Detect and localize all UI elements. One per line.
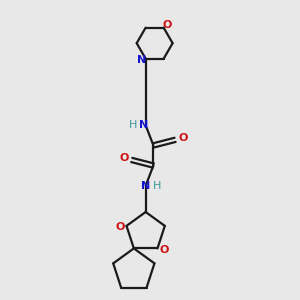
Text: O: O <box>160 245 169 255</box>
Text: N: N <box>140 120 149 130</box>
Text: N: N <box>137 55 147 65</box>
Text: O: O <box>119 153 129 164</box>
Text: O: O <box>115 222 124 233</box>
Text: H: H <box>129 120 137 130</box>
Text: H: H <box>153 181 162 191</box>
Text: O: O <box>178 133 188 143</box>
Text: N: N <box>141 181 150 191</box>
Text: O: O <box>162 20 171 30</box>
